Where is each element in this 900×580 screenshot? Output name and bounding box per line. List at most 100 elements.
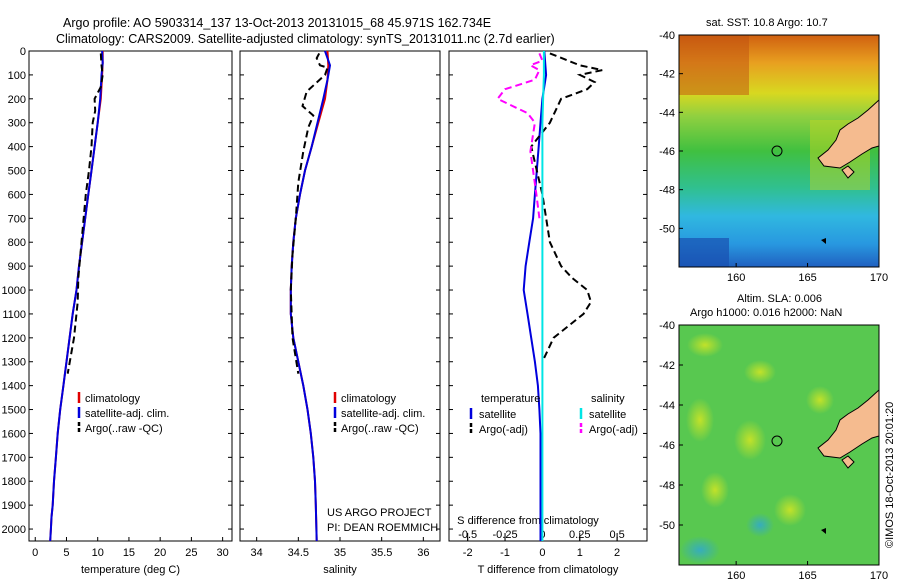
- y-tick-label: -42: [659, 360, 675, 372]
- land-islet: [821, 238, 826, 244]
- sla-map-subtitle: Argo h1000: 0.016 h2000: NaN: [690, 307, 842, 319]
- legend-label: Argo(..raw -QC): [341, 423, 419, 435]
- y-tick-label: -40: [659, 320, 675, 332]
- y-tick-label: 0: [20, 46, 26, 58]
- y-tick-label: -44: [659, 107, 675, 119]
- land-stewart-island: [841, 165, 855, 179]
- x-tick-label: 165: [798, 570, 816, 580]
- land-stewart-island: [841, 455, 855, 469]
- land-islet: [821, 528, 826, 534]
- legend-label: climatology: [341, 393, 397, 405]
- y-tick-label: 2000: [2, 524, 26, 536]
- argo-position-marker: [771, 435, 783, 447]
- y-tick-label: 1900: [2, 500, 26, 512]
- series-line: [496, 53, 544, 219]
- sla-anomaly: [687, 333, 723, 357]
- series-line: [530, 52, 603, 363]
- legend-heading: temperature: [481, 393, 540, 405]
- x-tick-label: 36: [417, 547, 429, 559]
- x-tick-label: 10: [92, 547, 104, 559]
- x-axis-label: temperature (deg C): [81, 564, 180, 576]
- y-tick-label: 1800: [2, 476, 26, 488]
- legend-label: satellite-adj. clim.: [341, 408, 425, 420]
- y-tick-label: -50: [659, 223, 675, 235]
- x2-axis-label: S difference from climatology: [457, 515, 599, 527]
- sla-anomaly: [744, 360, 776, 384]
- legend-heading: salinity: [591, 393, 625, 405]
- y-tick-label: 900: [8, 261, 26, 273]
- y-tick-label: 100: [8, 70, 26, 82]
- x-tick-label: 15: [123, 547, 135, 559]
- x-axis-label: salinity: [323, 564, 357, 576]
- x-tick-label: 35.5: [371, 547, 392, 559]
- y-tick-label: 500: [8, 166, 26, 178]
- x-tick-label: 0: [539, 547, 545, 559]
- y-tick-label: -46: [659, 440, 675, 452]
- axes-frame: [448, 50, 648, 542]
- sla-anomaly: [701, 472, 729, 508]
- x-tick-label: 34: [251, 547, 263, 559]
- sla-anomaly: [774, 494, 806, 526]
- x-tick-label: 35: [334, 547, 346, 559]
- sst-map-axes: -40 -42 -44 -46 -48 -50 160 165 170: [659, 30, 888, 284]
- x-tick-label: 0: [32, 547, 38, 559]
- legend-label: satellite-adj. clim.: [85, 408, 169, 420]
- land-new-zealand: [817, 389, 879, 459]
- y-tick-label: 1100: [2, 309, 26, 321]
- sla-map: Altim. SLA: 0.006 Argo h1000: 0.016 h200…: [659, 293, 888, 580]
- axes-frame: [239, 50, 441, 542]
- y-tick-label: 1300: [2, 357, 26, 369]
- sst-warm-patch: [679, 35, 749, 95]
- sst-map: sat. SST: 10.8 Argo: 10.7 -40-42-44-46-4…: [659, 17, 888, 284]
- y-tick-label: 800: [8, 237, 26, 249]
- x-axis-label: T difference from climatology: [478, 564, 619, 576]
- y-tick-label: -48: [659, 480, 675, 492]
- x-tick-label: 30: [217, 547, 229, 559]
- sst-map-title: sat. SST: 10.8 Argo: 10.7: [706, 17, 828, 29]
- sla-anomaly: [806, 386, 834, 414]
- x2-tick-label: -0.5: [458, 529, 477, 541]
- sla-map-axes: -40 -42 -44 -46 -48 -50 160 165 170: [659, 320, 888, 580]
- land-new-zealand: [817, 99, 879, 169]
- y-tick-label: -48: [659, 185, 675, 197]
- x-tick-label: 1: [577, 547, 583, 559]
- temperature-panel: 0100200300400500600700800900100011001200…: [2, 46, 233, 576]
- pi-label: PI: DEAN ROEMMICH: [327, 522, 438, 534]
- y-tick-label: -40: [659, 30, 675, 42]
- x-tick-label: 165: [798, 272, 816, 284]
- sla-map-title: Altim. SLA: 0.006: [737, 293, 822, 305]
- x-tick-label: 20: [154, 547, 166, 559]
- sst-cold-patch: [679, 238, 729, 267]
- x2-tick-label: 0.5: [609, 529, 624, 541]
- y-tick-label: 1200: [2, 333, 26, 345]
- y-tick-label: -44: [659, 400, 675, 412]
- legend-label: climatology: [85, 393, 141, 405]
- x2-tick-label: 0.25: [569, 529, 590, 541]
- series-line: [49, 50, 104, 542]
- x-tick-label: 34.5: [288, 547, 309, 559]
- x-tick-label: 170: [870, 272, 888, 284]
- x-tick-label: 25: [185, 547, 197, 559]
- figure-title-line1: Argo profile: AO 5903314_137 13-Oct-2013…: [63, 16, 491, 30]
- legend-label: Argo(-adj): [479, 424, 528, 436]
- series-line: [541, 51, 545, 541]
- y-tick-label: 200: [8, 94, 26, 106]
- salinity-panel: 34 34.5 35 35.5 36 salinity climatology satelli…: [239, 50, 441, 576]
- y-tick-label: 300: [8, 118, 26, 130]
- y-tick-label: 400: [8, 142, 26, 154]
- credit-label: ©IMOS 18-Oct-2013 20:01:20: [884, 402, 896, 548]
- x-tick-label: -2: [463, 547, 473, 559]
- x-tick-label: 160: [727, 272, 745, 284]
- y-tick-label: 1600: [2, 428, 26, 440]
- y-tick-label: 1700: [2, 452, 26, 464]
- y-tick-label: 700: [8, 213, 26, 225]
- argo-position-marker: [771, 145, 783, 157]
- series-line: [522, 50, 548, 541]
- y-tick-label: -46: [659, 146, 675, 158]
- legend-label: Argo(-adj): [589, 424, 638, 436]
- sla-anomaly: [734, 420, 766, 460]
- x-tick-label: 170: [870, 570, 888, 580]
- y-tick-label: -42: [659, 69, 675, 81]
- y-tick-label: 1000: [2, 285, 26, 297]
